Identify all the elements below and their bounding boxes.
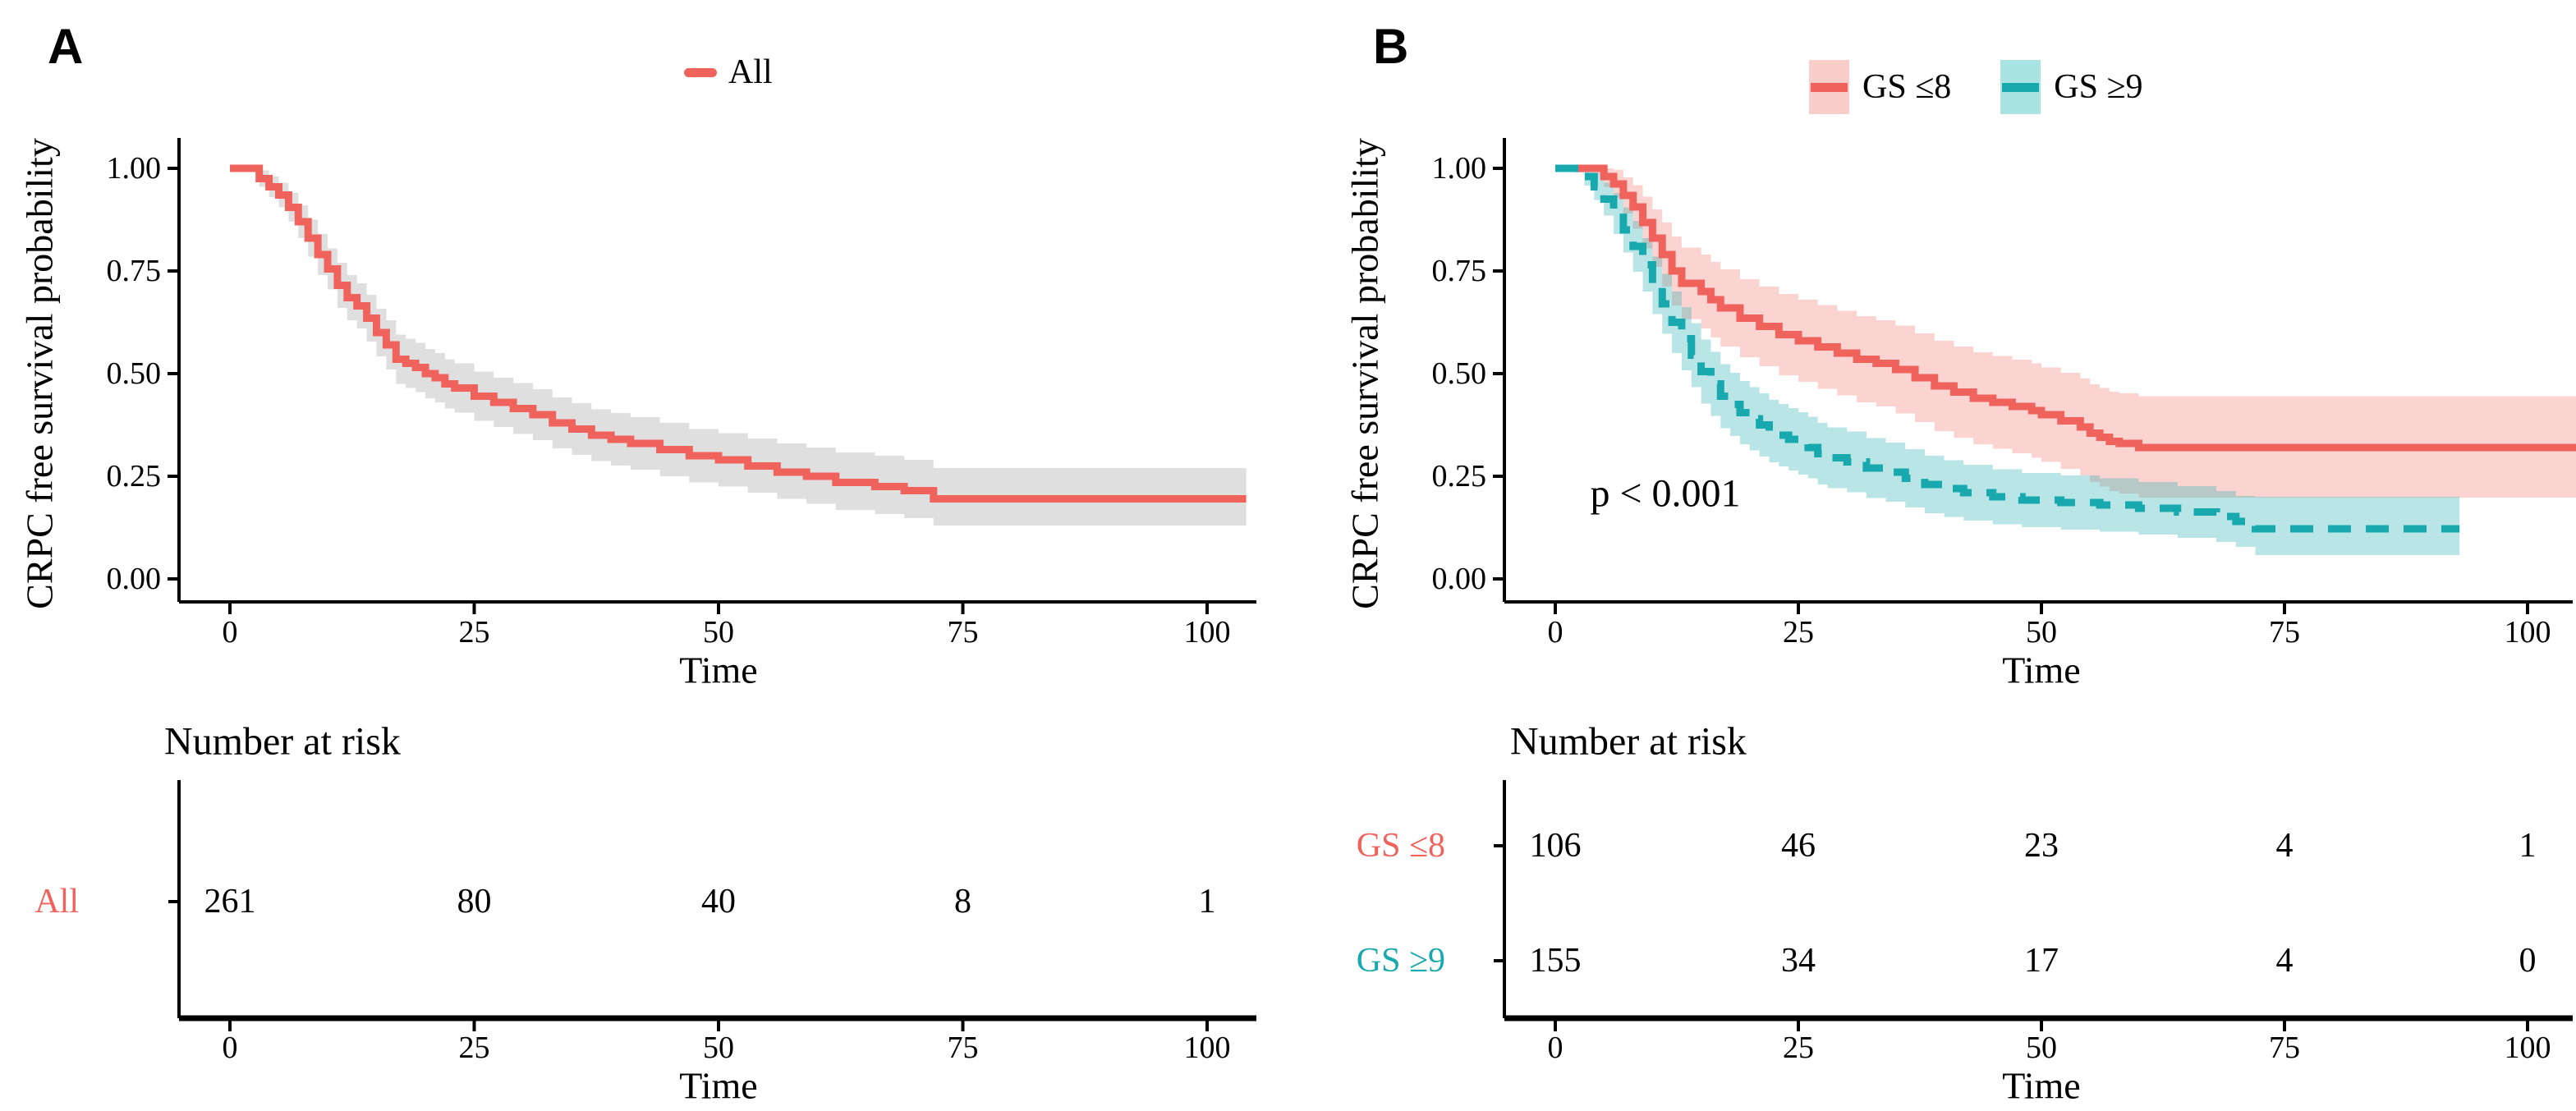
panel-b-y-axis-title: CRPC free survival probability <box>1343 138 1386 609</box>
survival-curve-gs-≥9 <box>1555 164 2460 533</box>
risk-x-tick-label: 0 <box>222 1031 238 1065</box>
panel-a-label: A <box>48 19 84 74</box>
x-tick-label: 50 <box>703 615 734 650</box>
y-tick-label: 0.25 <box>1431 459 1487 494</box>
legend-panel-a: All <box>684 53 773 91</box>
risk-x-tick-label: 50 <box>2026 1031 2057 1065</box>
panel-a-y-axis-title: CRPC free survival probability <box>18 138 61 609</box>
y-tick-label: 0.75 <box>1431 254 1487 288</box>
x-tick-label: 25 <box>458 615 490 650</box>
risk-count: 4 <box>2275 942 2294 980</box>
x-tick-label: 0 <box>1547 615 1564 650</box>
y-tick-label: 0.50 <box>106 356 162 391</box>
risk-count: 40 <box>701 883 736 920</box>
legend-key-gs-le8-line <box>1811 83 1848 92</box>
panel-a-risk-table-title: Number at risk <box>164 719 401 764</box>
risk-x-tick-label: 25 <box>1783 1031 1814 1065</box>
risk-x-tick-label: 75 <box>2269 1031 2300 1065</box>
legend-label-gs-ge9: GS ≥9 <box>2054 68 2143 106</box>
risk-count: 0 <box>2519 942 2537 980</box>
risk-row-label: All <box>34 883 79 920</box>
risk-x-tick-label: 100 <box>2504 1031 2551 1065</box>
risk-count: 155 <box>1529 942 1582 980</box>
risk-count: 23 <box>2024 827 2059 865</box>
risk-row-label: GS ≤8 <box>1356 827 1445 865</box>
risk-count: 34 <box>1781 942 1816 980</box>
survival-curve-all <box>230 164 1247 503</box>
confidence-band-all <box>230 168 1247 526</box>
legend-key-gs-ge9-band <box>2000 60 2041 114</box>
legend-key-gs-le8-band <box>1809 60 1849 114</box>
risk-x-tick-label: 50 <box>703 1031 734 1065</box>
legend-label-gs-le8: GS ≤8 <box>1862 68 1952 106</box>
risk-count: 1 <box>2519 827 2537 865</box>
risk-x-tick-label: 75 <box>947 1031 979 1065</box>
y-tick-label: 0.00 <box>106 562 162 596</box>
panel-b-risk-table-title: Number at risk <box>1510 719 1747 764</box>
x-tick-label: 0 <box>222 615 238 650</box>
y-tick-label: 0.25 <box>106 459 162 494</box>
risk-x-tick-label: 25 <box>458 1031 490 1065</box>
x-tick-label: 75 <box>2269 615 2300 650</box>
panel-b-risk-x-axis-title: Time <box>2002 1064 2081 1107</box>
legend-key-all-line <box>684 67 717 77</box>
p-value-annotation: p < 0.001 <box>1590 471 1741 516</box>
risk-x-tick-label: 100 <box>1183 1031 1231 1065</box>
panel-b-x-axis-title: Time <box>2002 649 2081 691</box>
risk-count: 8 <box>954 883 971 920</box>
x-tick-label: 50 <box>2026 615 2057 650</box>
survival-curve-gs-≤8 <box>1555 164 2576 452</box>
risk-x-tick-label: 0 <box>1547 1031 1564 1065</box>
risk-count: 261 <box>204 883 256 920</box>
x-tick-label: 100 <box>1183 615 1231 650</box>
y-tick-label: 1.00 <box>106 151 162 186</box>
legend-panel-b: GS ≤8 GS ≥9 <box>1809 60 2143 114</box>
risk-count: 17 <box>2024 942 2059 980</box>
risk-row-label: GS ≥9 <box>1356 942 1445 980</box>
y-tick-label: 0.50 <box>1431 356 1487 391</box>
y-tick-label: 0.00 <box>1431 562 1487 596</box>
y-tick-label: 1.00 <box>1431 151 1487 186</box>
y-tick-label: 0.75 <box>106 254 162 288</box>
confidence-band-gs-≥9 <box>1555 168 2460 555</box>
panel-a-risk-x-axis-title: Time <box>679 1064 758 1107</box>
risk-count: 4 <box>2275 827 2294 865</box>
risk-count: 1 <box>1198 883 1216 920</box>
risk-count: 106 <box>1529 827 1582 865</box>
panel-b-label: B <box>1373 19 1409 74</box>
x-tick-label: 75 <box>947 615 979 650</box>
legend-label-all: All <box>728 53 773 91</box>
panel-a-x-axis-title: Time <box>679 649 758 691</box>
x-tick-label: 25 <box>1783 615 1814 650</box>
confidence-band-gs-≤8 <box>1555 168 2576 498</box>
risk-count: 46 <box>1781 827 1816 865</box>
x-tick-label: 100 <box>2504 615 2551 650</box>
legend-key-gs-ge9-line <box>2002 83 2040 92</box>
risk-count: 80 <box>457 883 492 920</box>
